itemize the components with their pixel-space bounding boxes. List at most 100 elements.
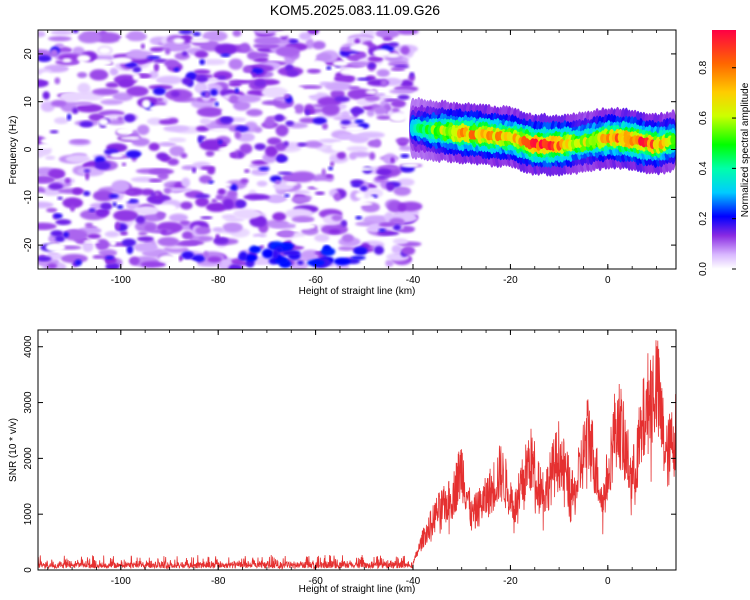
- noise-blob: [222, 222, 243, 233]
- noise-blob: [158, 119, 174, 125]
- snr-x-tick-label: -40: [406, 576, 421, 587]
- noise-blob: [146, 117, 164, 126]
- snr-plot-area: [38, 330, 676, 570]
- spectrogram-y-axis-label: Frequency (Hz): [8, 116, 19, 185]
- noise-blob: [205, 202, 228, 212]
- noise-blob: [392, 238, 409, 245]
- noise-gap: [331, 142, 345, 152]
- noise-blob: [160, 228, 168, 235]
- noise-blob: [227, 190, 238, 198]
- noise-blob: [89, 69, 109, 81]
- noise-blob: [199, 59, 205, 65]
- noise-blob: [92, 88, 119, 96]
- noise-blob: [210, 88, 218, 97]
- colorbar-gradient: [712, 30, 736, 269]
- noise-gap: [212, 182, 232, 187]
- noise-blob: [249, 215, 268, 228]
- noise-blob: [79, 121, 94, 128]
- spectrogram-x-tick-label: -100: [111, 275, 131, 286]
- noise-blob: [82, 240, 94, 253]
- noise-blob: [155, 101, 166, 107]
- noise-blob: [131, 137, 150, 147]
- noise-blob: [53, 213, 63, 219]
- noise-blob: [235, 125, 249, 133]
- noise-blob: [148, 142, 160, 151]
- noise-blob: [72, 107, 79, 115]
- noise-blob: [163, 125, 190, 132]
- noise-gap: [221, 109, 233, 116]
- noise-blob: [228, 264, 243, 269]
- noise-blob: [385, 259, 394, 267]
- noise-gap: [40, 71, 52, 80]
- noise-blob: [291, 215, 315, 223]
- noise-blob: [38, 222, 57, 230]
- noise-blob: [38, 31, 46, 38]
- ridge-cell: [670, 135, 676, 145]
- noise-blob: [264, 219, 290, 228]
- noise-gap: [309, 61, 327, 68]
- noise-gap: [295, 223, 316, 230]
- noise-blob: [156, 152, 169, 161]
- noise-blob: [217, 188, 226, 195]
- spectrogram-x-axis-label: Height of straight line (km): [299, 286, 416, 297]
- noise-blob: [57, 196, 63, 200]
- noise-blob: [294, 190, 311, 195]
- noise-blob: [321, 103, 340, 116]
- noise-blob: [354, 119, 365, 124]
- noise-blob: [38, 79, 49, 88]
- noise-blob: [340, 119, 352, 125]
- noise-blob: [351, 182, 362, 188]
- noise-blob: [163, 59, 179, 68]
- noise-blob: [338, 245, 355, 251]
- noise-blob: [222, 198, 234, 210]
- noise-gap: [40, 138, 57, 145]
- noise-blob: [207, 256, 222, 263]
- noise-blob: [156, 97, 163, 102]
- noise-blob: [393, 186, 412, 196]
- noise-blob: [148, 168, 175, 175]
- noise-blob: [307, 259, 325, 267]
- noise-blob: [54, 117, 69, 125]
- noise-blob: [115, 221, 121, 231]
- noise-blob: [383, 153, 397, 165]
- noise-blob: [243, 193, 271, 201]
- noise-blob: [334, 74, 356, 84]
- noise-blob: [228, 58, 243, 70]
- noise-blob: [337, 133, 356, 140]
- noise-blob: [60, 92, 82, 103]
- noise-blob: [83, 190, 91, 197]
- noise-blob: [374, 106, 387, 115]
- noise-blob: [70, 204, 75, 212]
- noise-blob: [181, 231, 194, 240]
- noise-gap: [109, 239, 117, 247]
- noise-blob: [140, 261, 167, 268]
- noise-blob: [154, 192, 160, 196]
- noise-blob: [390, 157, 395, 164]
- noise-blob: [309, 30, 317, 33]
- noise-gap: [116, 127, 132, 135]
- noise-blob: [348, 86, 361, 91]
- noise-blob: [64, 177, 71, 184]
- noise-blob: [94, 161, 111, 170]
- noise-gap: [285, 181, 298, 186]
- noise-blob: [138, 73, 152, 79]
- noise-blob: [211, 198, 218, 204]
- noise-blob: [350, 61, 371, 67]
- noise-blob: [205, 91, 210, 98]
- noise-blob: [219, 116, 234, 124]
- noise-blob: [38, 201, 54, 209]
- noise-blob: [249, 245, 262, 254]
- noise-blob: [376, 168, 392, 176]
- noise-gap: [118, 38, 129, 42]
- noise-blob: [98, 249, 118, 257]
- noise-gap: [62, 58, 72, 63]
- noise-blob: [367, 55, 384, 62]
- noise-blob: [261, 86, 288, 98]
- noise-blob: [148, 84, 173, 90]
- noise-blob: [179, 220, 191, 226]
- noise-blob: [124, 62, 138, 68]
- noise-blob: [181, 251, 195, 260]
- noise-blob: [393, 224, 402, 231]
- noise-blob: [264, 145, 279, 157]
- noise-blob: [246, 51, 260, 60]
